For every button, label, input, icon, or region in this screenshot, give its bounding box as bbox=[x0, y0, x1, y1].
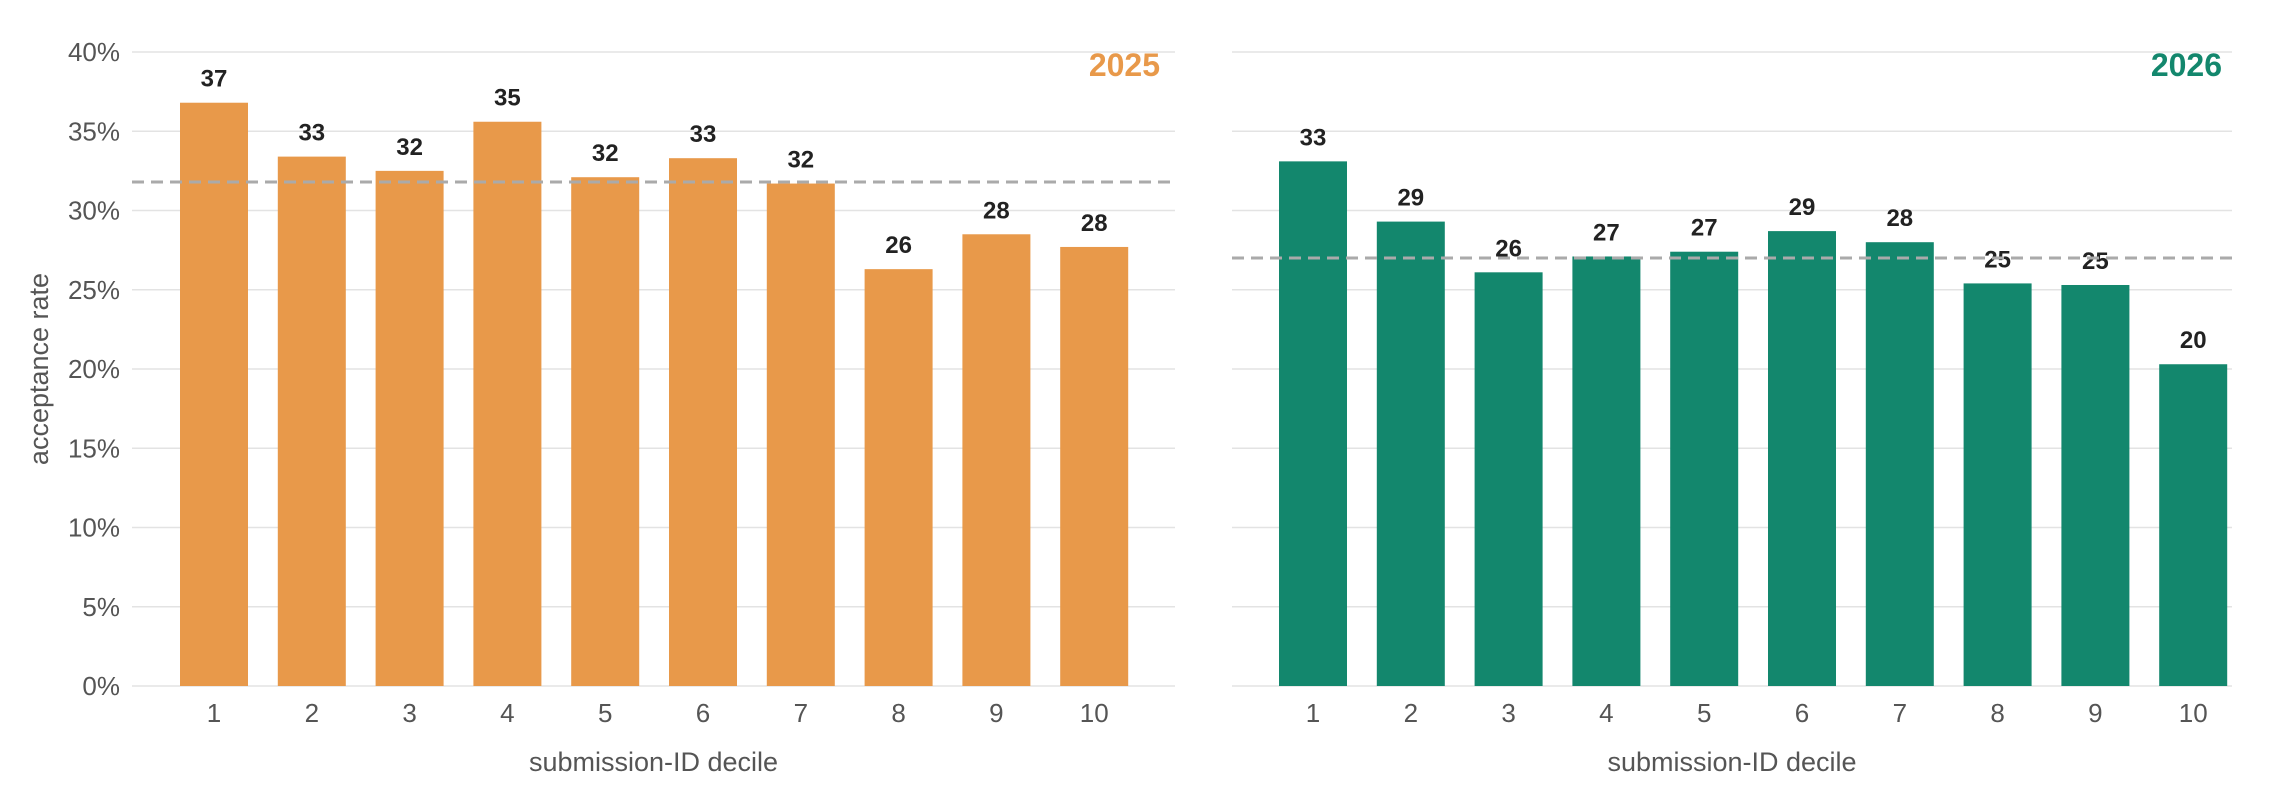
x-tick-label: 7 bbox=[794, 698, 808, 728]
bar bbox=[1768, 231, 1836, 687]
bar-value-label: 27 bbox=[1691, 215, 1718, 242]
x-tick-label: 10 bbox=[1080, 698, 1109, 728]
bar bbox=[2159, 364, 2228, 686]
x-tick-label: 1 bbox=[207, 698, 221, 728]
x-tick-label: 8 bbox=[1990, 698, 2004, 728]
x-axis-title: submission-ID decile bbox=[1607, 747, 1856, 777]
bar-value-label: 26 bbox=[885, 232, 912, 259]
bar bbox=[2061, 284, 2130, 686]
bar-value-label: 20 bbox=[2180, 327, 2207, 354]
x-tick-label: 9 bbox=[2088, 698, 2102, 728]
y-tick-label: 40% bbox=[68, 37, 120, 67]
bar bbox=[864, 269, 933, 686]
bar-value-label: 33 bbox=[690, 121, 717, 148]
bar-value-label: 27 bbox=[1593, 219, 1620, 246]
bar bbox=[1279, 161, 1347, 687]
y-tick-label: 30% bbox=[68, 196, 120, 226]
x-tick-label: 4 bbox=[1599, 698, 1613, 728]
bar bbox=[1865, 242, 1934, 686]
x-tick-label: 8 bbox=[891, 698, 905, 728]
bar-value-label: 25 bbox=[2082, 248, 2109, 275]
bar-value-label: 32 bbox=[592, 140, 619, 167]
panel-title: 2026 bbox=[2151, 47, 2222, 83]
bar bbox=[1474, 272, 1543, 686]
bar-value-label: 28 bbox=[983, 197, 1010, 224]
bar-value-label: 33 bbox=[1300, 124, 1327, 151]
bar bbox=[571, 177, 640, 686]
bar bbox=[962, 234, 1031, 686]
x-tick-label: 6 bbox=[696, 698, 710, 728]
x-tick-label: 4 bbox=[500, 698, 514, 728]
bar-value-label: 28 bbox=[1886, 205, 1913, 232]
bar bbox=[1670, 251, 1739, 686]
bar-value-label: 28 bbox=[1081, 210, 1108, 237]
x-tick-label: 3 bbox=[1501, 698, 1515, 728]
y-tick-label: 10% bbox=[68, 513, 120, 543]
bar-value-label: 35 bbox=[494, 85, 521, 112]
bar-value-label: 32 bbox=[396, 134, 423, 161]
bar bbox=[277, 156, 346, 687]
bar-value-label: 29 bbox=[1397, 185, 1424, 212]
bar bbox=[1060, 246, 1129, 686]
x-tick-label: 10 bbox=[2179, 698, 2208, 728]
x-tick-label: 2 bbox=[1404, 698, 1418, 728]
y-tick-label: 0% bbox=[82, 671, 120, 701]
bar bbox=[766, 183, 835, 686]
bar bbox=[180, 102, 248, 687]
bar-value-label: 29 bbox=[1789, 194, 1816, 221]
y-tick-label: 25% bbox=[68, 275, 120, 305]
bar bbox=[1572, 256, 1641, 686]
bar-value-label: 33 bbox=[298, 120, 325, 147]
x-tick-label: 5 bbox=[598, 698, 612, 728]
bar bbox=[473, 121, 542, 687]
panel-2026: 3312922632742752962872582592010submissio… bbox=[1232, 47, 2232, 777]
x-tick-label: 2 bbox=[305, 698, 319, 728]
bar bbox=[1376, 221, 1445, 686]
x-axis-title: submission-ID decile bbox=[529, 747, 778, 777]
bar bbox=[375, 170, 444, 686]
y-tick-label: 5% bbox=[82, 592, 120, 622]
bar-value-label: 25 bbox=[1984, 246, 2011, 273]
x-tick-label: 1 bbox=[1306, 698, 1320, 728]
bar-value-label: 37 bbox=[201, 66, 228, 93]
bar bbox=[1963, 283, 2032, 686]
x-tick-label: 9 bbox=[989, 698, 1003, 728]
bar-value-label: 32 bbox=[787, 147, 814, 174]
x-tick-label: 7 bbox=[1893, 698, 1907, 728]
panel-title: 2025 bbox=[1089, 47, 1160, 83]
bar bbox=[669, 158, 737, 686]
x-tick-label: 3 bbox=[402, 698, 416, 728]
y-tick-label: 20% bbox=[68, 354, 120, 384]
y-tick-label: 15% bbox=[68, 433, 120, 463]
x-tick-label: 6 bbox=[1795, 698, 1809, 728]
y-tick-label: 35% bbox=[68, 116, 120, 146]
x-tick-label: 5 bbox=[1697, 698, 1711, 728]
y-axis-title: acceptance rate bbox=[24, 273, 54, 465]
panel-2025: 0% 5% 10% 15% 20% 25% 30% 35% 40% 37 1 33 2 32 3 35 4 32 5… bbox=[24, 37, 1175, 777]
